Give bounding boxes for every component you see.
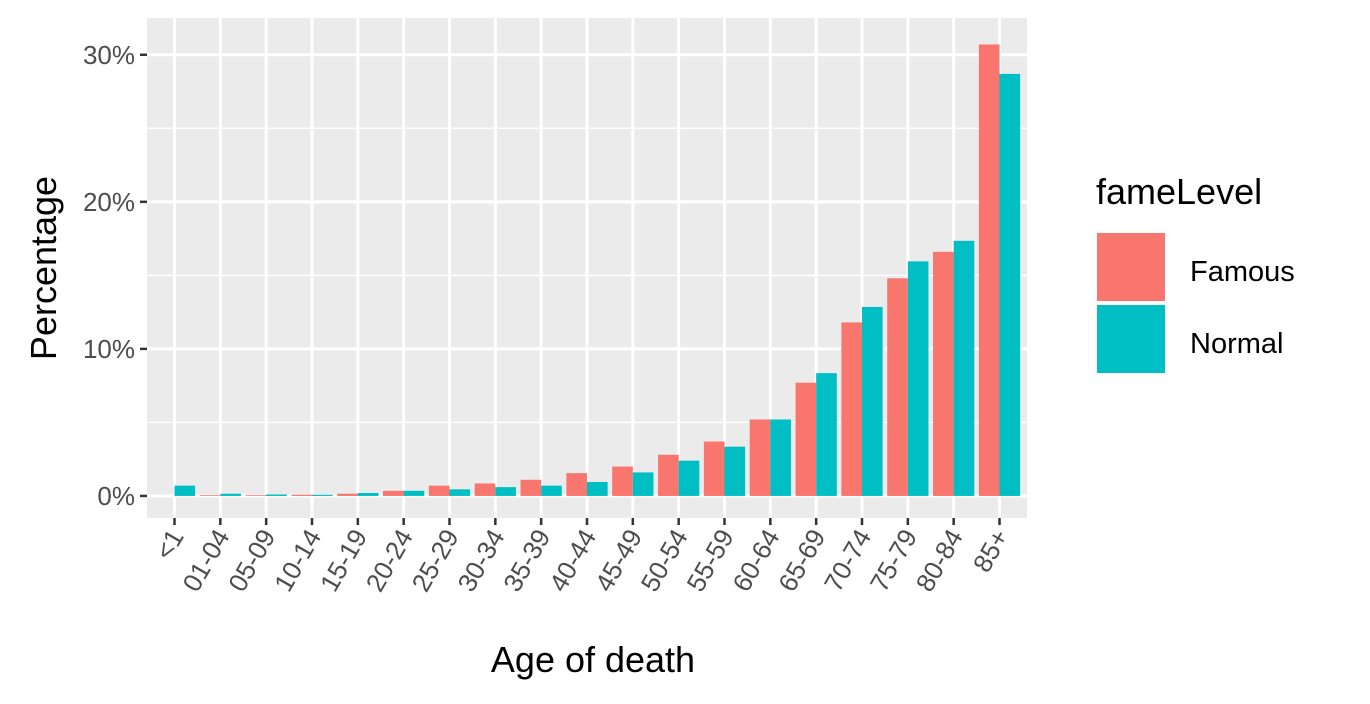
bar-normal <box>495 487 516 496</box>
bar-famous <box>795 382 817 496</box>
x-tick-label: 60-64 <box>726 524 785 597</box>
x-tick-label: 70-74 <box>818 524 877 597</box>
y-tick-label: 20% <box>83 187 135 217</box>
bar-famous <box>887 278 908 496</box>
bar-normal <box>174 485 196 496</box>
bar-famous <box>291 494 312 496</box>
bar-famous <box>337 493 358 496</box>
bars <box>174 44 1021 496</box>
bar-normal <box>724 446 746 496</box>
bar-famous <box>703 441 725 496</box>
bar-famous <box>566 473 587 496</box>
x-axis-title: Age of death <box>491 639 695 680</box>
y-axis-title: Percentage <box>23 176 64 360</box>
bar-normal <box>632 472 654 496</box>
bar-famous <box>383 490 404 496</box>
bar-normal <box>357 493 379 496</box>
x-axis: <101-0405-0910-1415-1920-2425-2930-3435-… <box>149 518 1015 597</box>
bar-normal <box>312 494 333 496</box>
x-tick-label: 35-39 <box>497 524 556 597</box>
x-tick-label: 25-29 <box>405 524 464 597</box>
bar-famous <box>749 419 771 496</box>
y-tick-label: 10% <box>83 334 135 364</box>
bar-famous <box>428 485 450 496</box>
legend-key-normal <box>1097 305 1165 373</box>
bar-famous <box>978 44 1000 496</box>
bar-famous <box>474 483 496 496</box>
x-tick-label: 01-04 <box>176 524 235 597</box>
bar-normal <box>907 261 929 496</box>
bar-normal <box>220 493 241 496</box>
bar-famous <box>658 454 679 496</box>
x-tick-label: <1 <box>149 524 190 565</box>
x-tick-label: 55-59 <box>680 524 739 597</box>
bar-famous <box>933 251 954 496</box>
bar-normal <box>678 460 700 496</box>
bar-normal <box>862 306 883 496</box>
x-tick-label: 85+ <box>967 524 1015 577</box>
bar-famous <box>520 479 542 496</box>
legend: fameLevel Famous Normal <box>1096 171 1295 373</box>
bar-normal <box>770 419 791 496</box>
bar-normal <box>999 73 1021 496</box>
bar-normal <box>587 481 608 496</box>
bar-normal <box>541 485 562 496</box>
bar-normal <box>403 490 425 496</box>
bar-normal <box>816 373 837 496</box>
bar-normal <box>266 494 287 496</box>
bar-famous <box>199 495 221 496</box>
bar-famous <box>841 322 862 496</box>
legend-label-normal: Normal <box>1190 328 1283 360</box>
x-tick-label: 50-54 <box>635 524 694 597</box>
x-tick-label: 75-79 <box>864 524 923 597</box>
x-tick-label: 40-44 <box>543 524 602 597</box>
x-tick-label: 10-14 <box>268 524 327 597</box>
bar-famous <box>612 466 633 496</box>
x-tick-label: 45-49 <box>589 524 648 597</box>
bar-normal <box>953 240 975 496</box>
legend-key-famous <box>1097 233 1165 301</box>
x-tick-label: 05-09 <box>222 524 281 597</box>
bar-normal <box>449 489 471 496</box>
y-tick-label: 0% <box>97 481 135 511</box>
x-tick-label: 30-34 <box>451 524 510 597</box>
y-tick-label: 30% <box>83 40 135 70</box>
y-axis: 0% 10% 20% 30% <box>83 40 147 511</box>
legend-label-famous: Famous <box>1190 256 1295 288</box>
bar-famous <box>245 495 267 496</box>
x-tick-label: 80-84 <box>910 524 969 597</box>
legend-title: fameLevel <box>1096 171 1262 212</box>
x-tick-label: 15-19 <box>314 524 373 597</box>
x-tick-label: 65-69 <box>772 524 831 597</box>
x-tick-label: 20-24 <box>360 524 419 597</box>
